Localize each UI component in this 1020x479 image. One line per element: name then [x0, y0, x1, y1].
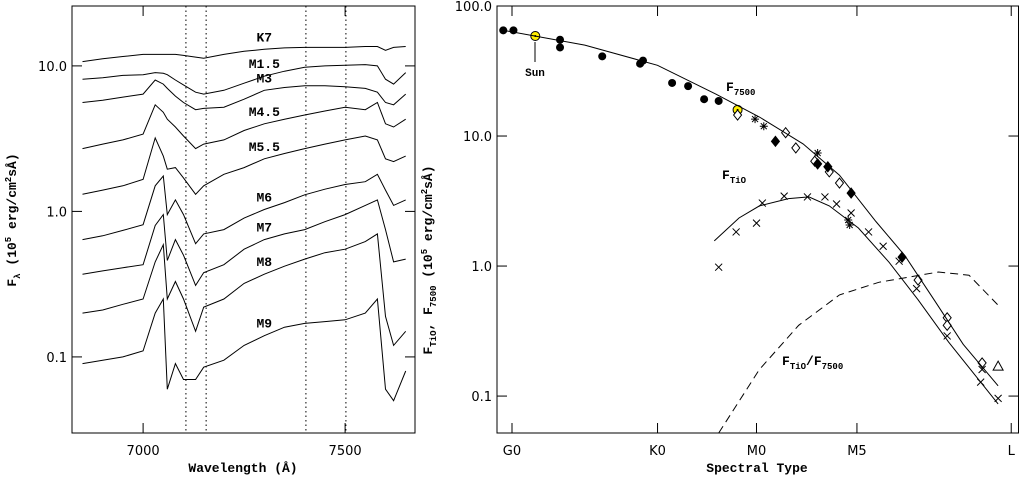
point — [821, 193, 829, 201]
x-tick-label: 7000 — [127, 444, 160, 459]
point — [714, 263, 723, 272]
series-label: M6 — [257, 191, 273, 206]
point — [732, 109, 743, 121]
y-tick-label: 10.0 — [38, 60, 67, 75]
fit-curve — [503, 29, 999, 387]
point — [780, 192, 789, 200]
axes-frame — [496, 5, 1019, 434]
plot-area — [499, 26, 1004, 433]
point — [499, 26, 508, 35]
spectrum — [82, 101, 406, 150]
y-axis-label: FTiO, F7500 (105 erg/cm2sÅ) — [420, 165, 439, 354]
plot-area — [82, 6, 407, 433]
series-label: K7 — [257, 30, 273, 45]
point — [845, 220, 854, 229]
spectrum — [82, 46, 406, 63]
point — [977, 357, 987, 369]
point — [943, 332, 952, 340]
point — [912, 284, 921, 293]
point — [978, 365, 986, 374]
series-label: M8 — [257, 255, 273, 270]
annotation: F7500 — [726, 80, 755, 98]
annotation: FTiO/F7500 — [782, 354, 843, 372]
spectrum — [82, 233, 407, 347]
spectrum — [82, 79, 407, 111]
series-label: M5.5 — [249, 140, 280, 155]
point — [759, 122, 768, 131]
x-tick-label: K0 — [649, 444, 666, 459]
series-label: M3 — [257, 71, 273, 86]
point — [823, 160, 833, 173]
point — [714, 96, 723, 105]
point — [834, 177, 845, 189]
point — [895, 257, 904, 266]
annotation: Sun — [525, 68, 545, 80]
point — [732, 228, 740, 236]
y-tick-label: 1.0 — [471, 260, 492, 275]
point — [913, 274, 923, 286]
y-tick-label: 0.1 — [471, 390, 492, 405]
spectrum — [82, 297, 407, 402]
series-label: M1.5 — [249, 57, 280, 72]
x-tick-label: L — [1008, 444, 1016, 459]
point — [556, 35, 565, 44]
spectrum — [82, 135, 406, 196]
series-label: M4.5 — [249, 105, 280, 120]
point — [942, 319, 952, 332]
x-tick-label: M0 — [747, 444, 767, 459]
point — [992, 360, 1004, 371]
annotation: FTiO — [722, 168, 747, 186]
point — [751, 115, 760, 124]
x-axis-label: Spectral Type — [706, 461, 808, 476]
x-tick-label: G0 — [503, 444, 521, 459]
point — [684, 82, 693, 91]
point — [668, 78, 677, 87]
y-tick-label: 100.0 — [455, 0, 492, 15]
x-tick-label: M5 — [847, 444, 867, 459]
y-tick-label: 0.1 — [46, 351, 67, 366]
point — [791, 142, 801, 154]
spectrum — [82, 173, 406, 245]
fit-curve — [718, 271, 999, 433]
spectrum — [82, 64, 407, 95]
point — [864, 228, 873, 236]
fit-curve — [713, 196, 999, 405]
point — [847, 209, 855, 217]
y-tick-label: 1.0 — [46, 205, 67, 220]
x-tick-label: 7500 — [329, 444, 362, 459]
point — [556, 43, 565, 52]
point — [598, 52, 607, 61]
point — [832, 200, 841, 208]
series-label: M9 — [257, 317, 273, 332]
y-tick-label: 10.0 — [463, 130, 492, 145]
point — [700, 95, 709, 104]
point — [770, 135, 781, 148]
series-label: M7 — [257, 221, 273, 236]
point — [752, 219, 761, 227]
point — [813, 158, 823, 170]
spectrum — [82, 199, 406, 287]
point — [879, 242, 887, 251]
point — [846, 187, 856, 199]
axes-frame — [71, 5, 416, 434]
point — [813, 149, 822, 158]
x-axis-label: Wavelength (Å) — [188, 461, 297, 476]
point — [638, 56, 647, 65]
y-axis-label: Fλ (105 erg/cm2sÅ) — [4, 153, 23, 286]
